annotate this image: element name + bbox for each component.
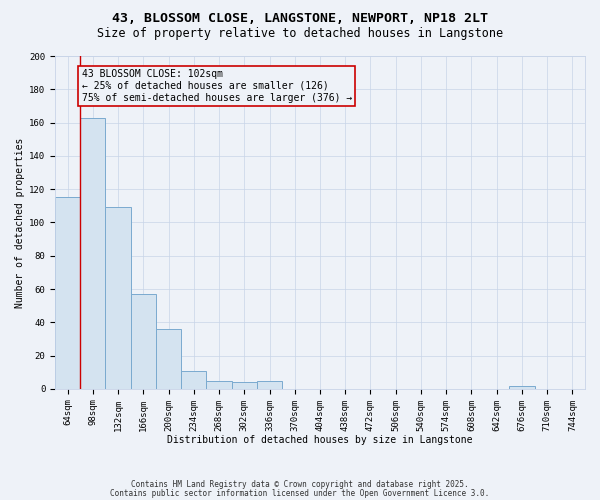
Bar [181,370,206,389]
Bar [106,208,131,389]
Text: 43 BLOSSOM CLOSE: 102sqm
← 25% of detached houses are smaller (126)
75% of semi-: 43 BLOSSOM CLOSE: 102sqm ← 25% of detach… [82,70,352,102]
Text: Size of property relative to detached houses in Langstone: Size of property relative to detached ho… [97,28,503,40]
Y-axis label: Number of detached properties: Number of detached properties [15,137,25,308]
Bar [206,380,232,389]
Bar [156,329,181,389]
Bar [131,294,156,389]
Bar [80,118,106,389]
Text: Contains HM Land Registry data © Crown copyright and database right 2025.: Contains HM Land Registry data © Crown c… [131,480,469,489]
X-axis label: Distribution of detached houses by size in Langstone: Distribution of detached houses by size … [167,435,473,445]
Text: Contains public sector information licensed under the Open Government Licence 3.: Contains public sector information licen… [110,489,490,498]
Bar [232,382,257,389]
Bar [257,380,282,389]
Text: 43, BLOSSOM CLOSE, LANGSTONE, NEWPORT, NP18 2LT: 43, BLOSSOM CLOSE, LANGSTONE, NEWPORT, N… [112,12,488,26]
Bar [55,198,80,389]
Bar [509,386,535,389]
